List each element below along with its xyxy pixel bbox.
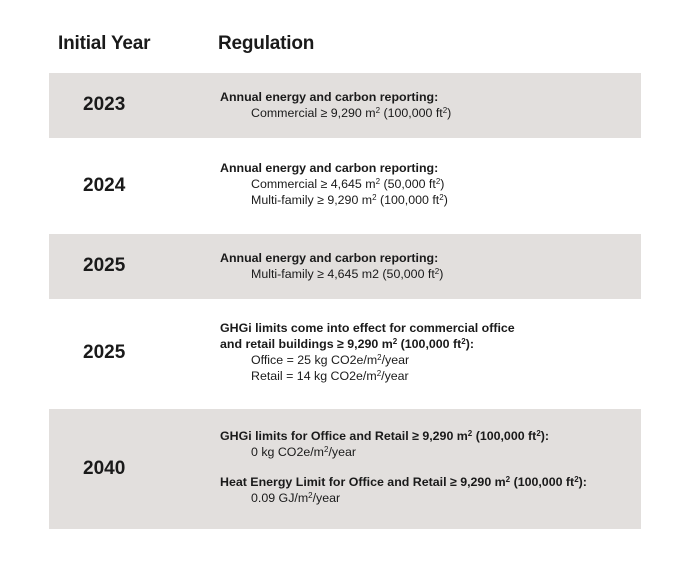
row-year: 2025 <box>83 255 126 276</box>
header-initial-year: Initial Year <box>58 33 151 54</box>
regulation-title: and retail buildings ≥ 9,290 m2 (100,000… <box>220 337 474 351</box>
regulation-cell: Annual energy and carbon reporting: Comm… <box>220 160 448 208</box>
regulation-title: GHGi limits for Office and Retail ≥ 9,29… <box>220 429 550 443</box>
regulation-line: Multi-family ≥ 4,645 m2 (50,000 ft2) <box>251 267 444 281</box>
table-row-2040: 2040 GHGi limits for Office and Retail ≥… <box>49 409 641 529</box>
regulation-title: Annual energy and carbon reporting: <box>220 251 439 265</box>
regulation-cell: Annual energy and carbon reporting: Comm… <box>220 89 451 121</box>
table-row-2023: 2023 Annual energy and carbon reporting:… <box>49 73 641 138</box>
row-year: 2040 <box>83 458 126 479</box>
regulation-title: GHGi limits come into effect for commerc… <box>220 321 515 335</box>
row-year: 2024 <box>83 175 126 196</box>
regulation-line: Office = 25 kg CO2e/m2/year <box>251 353 410 367</box>
regulation-title: Annual energy and carbon reporting: <box>220 90 439 104</box>
regulation-line: Commercial ≥ 4,645 m2 (50,000 ft2) <box>251 177 445 191</box>
regulation-cell: GHGi limits for Office and Retail ≥ 9,29… <box>220 428 587 506</box>
regulation-cell: Annual energy and carbon reporting: Mult… <box>220 250 443 282</box>
regulation-line: Commercial ≥ 9,290 m2 (100,000 ft2) <box>251 106 452 120</box>
regulation-line: 0 kg CO2e/m2/year <box>251 445 356 459</box>
table-row-2025-ghgi: 2025 GHGi limits come into effect for co… <box>49 299 641 409</box>
table-row-2024: 2024 Annual energy and carbon reporting:… <box>49 138 641 234</box>
regulation-line: 0.09 GJ/m2/year <box>251 491 341 505</box>
row-year: 2025 <box>83 342 126 363</box>
regulation-cell: GHGi limits come into effect for commerc… <box>220 320 515 384</box>
regulation-title: Heat Energy Limit for Office and Retail … <box>220 475 587 489</box>
regulation-line: Multi-family ≥ 9,290 m2 (100,000 ft2) <box>251 193 448 207</box>
header-regulation: Regulation <box>218 33 315 54</box>
table-row-2025-reporting: 2025 Annual energy and carbon reporting:… <box>49 234 641 299</box>
regulation-line: Retail = 14 kg CO2e/m2/year <box>251 369 409 383</box>
regulation-title: Annual energy and carbon reporting: <box>220 161 439 175</box>
row-year: 2023 <box>83 94 126 115</box>
